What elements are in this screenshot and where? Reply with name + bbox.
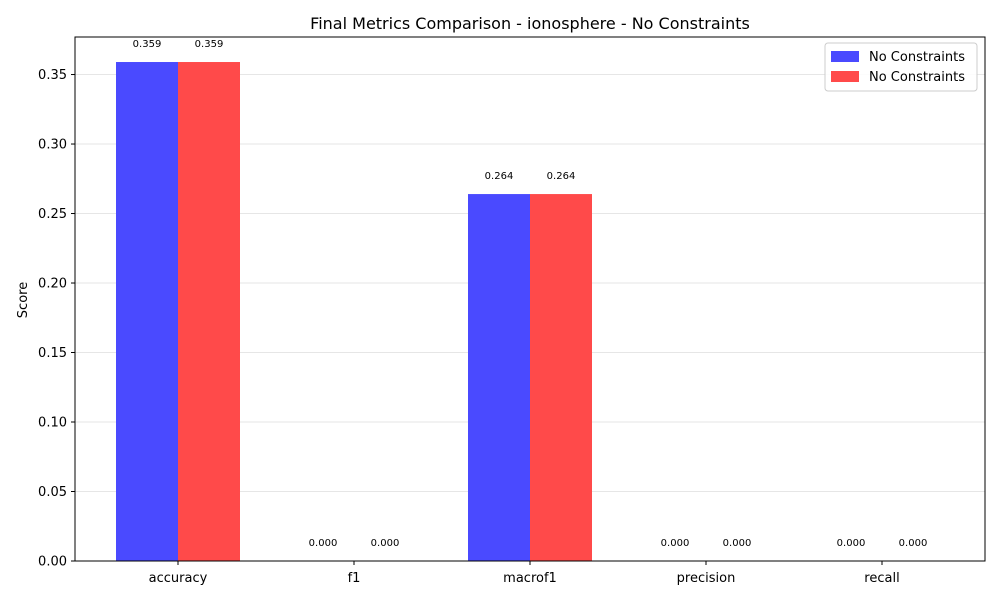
bar-value-label: 0.264: [547, 171, 576, 182]
bar-value-label: 0.000: [899, 538, 928, 549]
y-tick-label: 0.05: [38, 485, 67, 500]
legend-box: [824, 42, 978, 92]
legend-label: No Constraints: [869, 50, 965, 65]
bar-value-label: 0.000: [723, 538, 752, 549]
x-tick-label: macrof1: [503, 571, 557, 586]
legend-swatch: [831, 71, 859, 82]
bar: [116, 62, 178, 562]
legend-label: No Constraints: [869, 70, 965, 85]
y-tick-label: 0.15: [38, 346, 67, 361]
bar: [468, 194, 530, 561]
bars-layer: [116, 62, 592, 562]
bar-value-label: 0.000: [371, 538, 400, 549]
bar-value-label: 0.000: [661, 538, 690, 549]
bar-value-label: 0.000: [837, 538, 866, 549]
legend-swatch: [831, 51, 859, 62]
x-tick-label: f1: [348, 571, 361, 586]
bar-value-label: 0.359: [133, 39, 162, 50]
y-tick-label: 0.25: [38, 207, 67, 222]
x-tick-label: accuracy: [149, 571, 208, 586]
plot-frame: [74, 36, 986, 562]
bar: [530, 194, 592, 561]
y-tick-label: 0.35: [38, 68, 67, 83]
bar: [178, 62, 240, 562]
y-tick-label: 0.00: [38, 555, 67, 570]
y-tick-label: 0.30: [38, 138, 67, 153]
y-tick-label: 0.10: [38, 416, 67, 431]
bar-value-label: 0.359: [195, 39, 224, 50]
axes-layer: 0.00 0.05 0.10 0.15 0.20 0.25 0.30 0.35 accuracy…: [38, 36, 986, 586]
bar-value-label: 0.264: [485, 171, 514, 182]
bar-labels-layer: 0.359 0.359 0.000 0.000 0.264 0.264 0.000 0.000…: [133, 39, 928, 549]
x-tick-label: precision: [677, 571, 736, 586]
y-tick-label: 0.20: [38, 277, 67, 292]
legend: No Constraints No Constraints: [824, 42, 978, 92]
chart-title: Final Metrics Comparison - ionosphere - …: [310, 14, 750, 33]
y-axis-label: Score: [16, 282, 31, 318]
bar-value-label: 0.000: [309, 538, 338, 549]
x-tick-label: recall: [864, 571, 899, 586]
